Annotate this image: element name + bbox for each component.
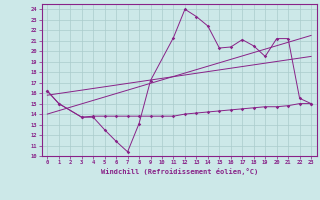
- X-axis label: Windchill (Refroidissement éolien,°C): Windchill (Refroidissement éolien,°C): [100, 168, 258, 175]
